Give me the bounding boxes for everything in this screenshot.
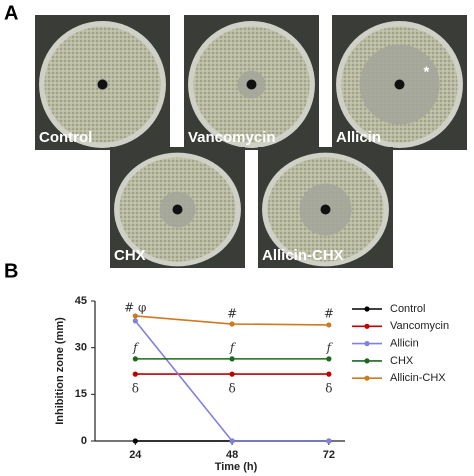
annotation: # φ bbox=[124, 301, 146, 315]
x-tick-label: 48 bbox=[226, 449, 238, 461]
annotation: # bbox=[324, 307, 334, 321]
y-axis-title: Inhibition zone (mm) bbox=[54, 317, 66, 425]
data-point bbox=[132, 356, 138, 362]
y-tick-label: 30 bbox=[75, 342, 87, 354]
legend-label: Allicin-CHX bbox=[390, 372, 446, 384]
legend-label: Allicin bbox=[390, 338, 419, 350]
data-point bbox=[326, 371, 332, 377]
annotation: f bbox=[132, 340, 140, 354]
annotation: δ bbox=[325, 382, 332, 396]
annotation: f bbox=[229, 340, 237, 354]
legend-marker bbox=[364, 358, 370, 364]
data-point bbox=[229, 438, 235, 444]
data-point bbox=[326, 356, 332, 362]
y-tick-label: 15 bbox=[75, 388, 87, 400]
data-point bbox=[326, 438, 332, 444]
image-label: Allicin bbox=[336, 129, 381, 146]
data-point bbox=[229, 321, 235, 327]
legend-marker bbox=[364, 306, 370, 312]
data-point bbox=[229, 356, 235, 362]
annotation: # bbox=[227, 307, 237, 321]
legend-label: Vancomycin bbox=[390, 320, 449, 332]
image-mark: * bbox=[424, 63, 430, 80]
legend-marker bbox=[364, 323, 370, 329]
annotation: f bbox=[326, 340, 334, 354]
legend-marker bbox=[364, 375, 370, 381]
well bbox=[246, 79, 257, 90]
y-tick-label: 45 bbox=[75, 295, 87, 307]
annotation: δ bbox=[132, 382, 139, 396]
x-tick-label: 72 bbox=[323, 449, 335, 461]
data-point bbox=[132, 371, 138, 377]
image-label: Control bbox=[39, 129, 92, 146]
x-tick-label: 24 bbox=[129, 449, 142, 461]
legend-label: CHX bbox=[390, 355, 414, 367]
well bbox=[97, 79, 108, 90]
image-label: Allicin-CHX bbox=[262, 247, 344, 264]
data-point bbox=[229, 371, 235, 377]
panel-letter: A bbox=[4, 2, 18, 24]
well bbox=[320, 204, 331, 215]
data-point bbox=[132, 438, 138, 444]
data-point bbox=[326, 322, 332, 328]
well bbox=[394, 79, 405, 90]
data-point bbox=[132, 313, 138, 319]
image-label: Vancomycin bbox=[188, 129, 276, 146]
panel-letter: B bbox=[4, 260, 18, 282]
well bbox=[172, 204, 183, 215]
legend-marker bbox=[364, 341, 370, 347]
x-axis-title: Time (h) bbox=[215, 461, 258, 473]
image-label: CHX bbox=[114, 247, 146, 264]
legend-label: Control bbox=[390, 303, 425, 315]
y-tick-label: 0 bbox=[81, 435, 87, 447]
annotation: δ bbox=[228, 382, 235, 396]
data-point bbox=[132, 318, 138, 324]
